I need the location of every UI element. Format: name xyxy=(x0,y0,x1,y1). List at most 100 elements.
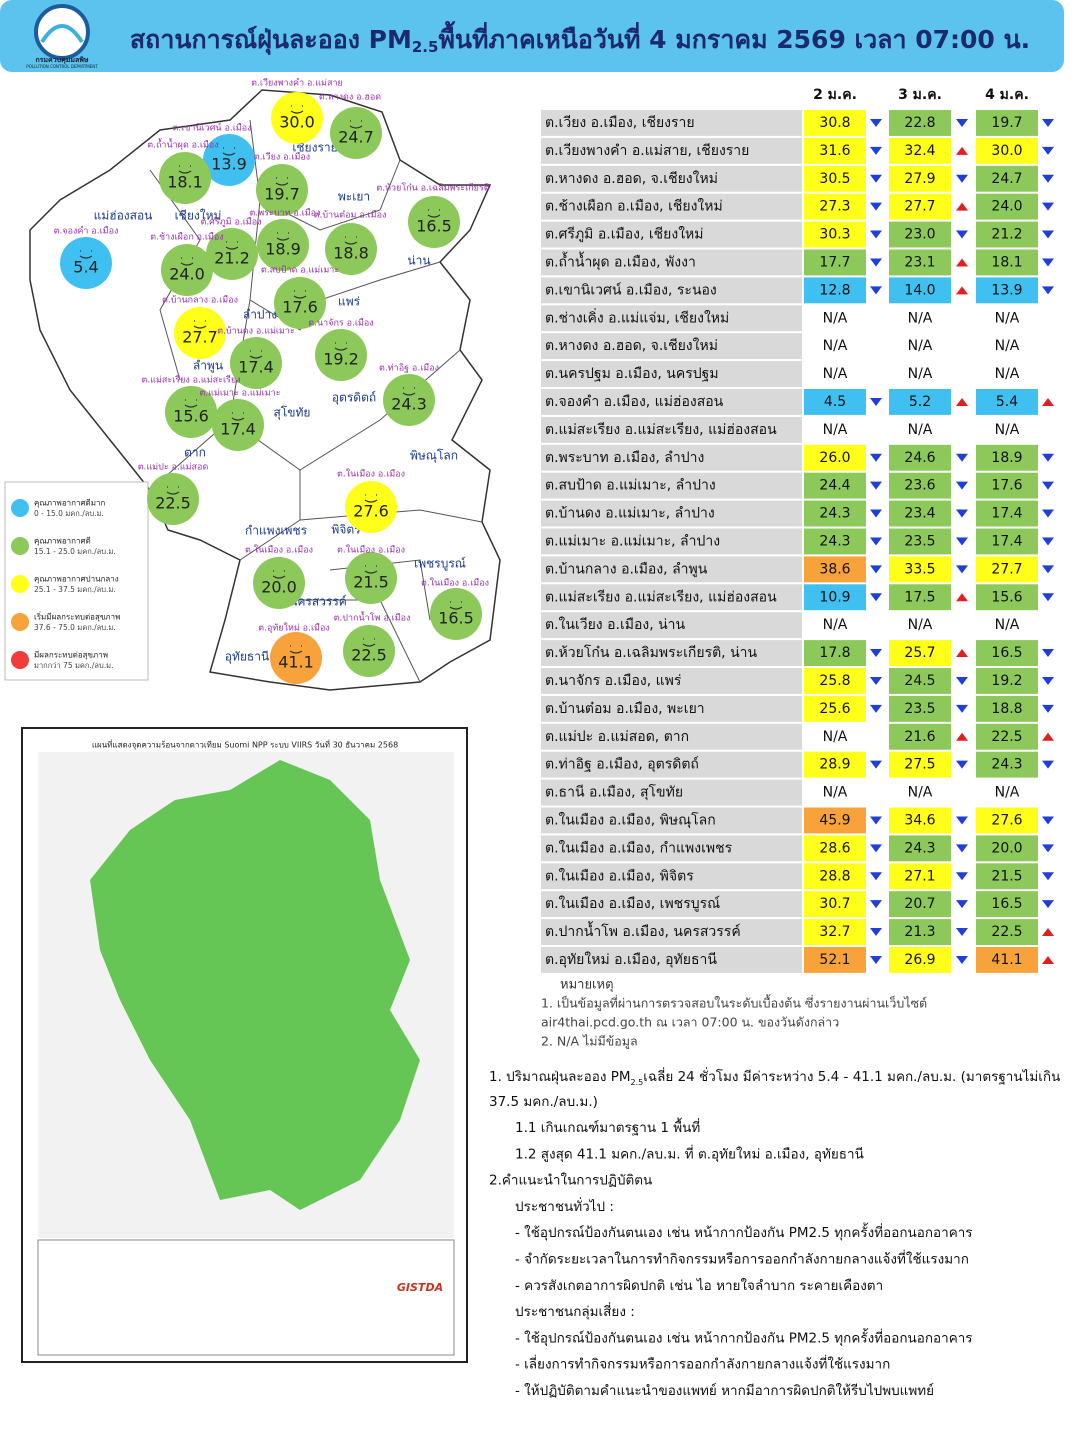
legend-swatch xyxy=(11,651,29,669)
trend-down xyxy=(956,537,968,546)
station-value: 19.2 xyxy=(323,350,359,369)
summary-line: - ควรสังเกตอาการผิดปกติ เช่น ไอ หายใจลำบ… xyxy=(515,1277,883,1294)
station-value: 30.0 xyxy=(279,113,315,132)
value-text: 21.2 xyxy=(991,227,1022,243)
value-text: 31.6 xyxy=(819,143,850,159)
station-value: 17.4 xyxy=(238,358,274,377)
station-name: ต.หางดง อ.ฮอด, จ.เชียงใหม่ xyxy=(545,337,718,354)
trend-down xyxy=(956,900,968,909)
trend-up xyxy=(956,286,968,295)
trend-down xyxy=(1042,481,1054,490)
value-cell xyxy=(976,919,1038,945)
value-text: 25.8 xyxy=(819,673,850,689)
summary-pre: 1. ปริมาณฝุ่นละออง PM xyxy=(489,1069,631,1085)
legend-range: 25.1 - 37.5 มคก./ลบ.ม. xyxy=(34,585,116,594)
value-text: 41.1 xyxy=(991,952,1022,968)
station-value: 27.7 xyxy=(182,328,218,347)
trend-down xyxy=(1042,286,1054,295)
station-bubble xyxy=(270,632,322,684)
station-name: ต.แม่ปะ อ.แม่สอด, ตาก xyxy=(545,729,689,745)
station-bubble xyxy=(257,219,309,271)
station-value: 24.3 xyxy=(391,395,427,414)
value-text: 30.3 xyxy=(819,227,850,243)
trend-down xyxy=(956,704,968,713)
station-label: ต.ช้างเผือก อ.เมือง xyxy=(150,232,223,243)
value-text: 27.1 xyxy=(904,868,935,884)
station-value: 17.6 xyxy=(282,298,318,317)
station-name: ต.แม่เมาะ อ.แม่เมาะ, ลำปาง xyxy=(545,533,720,549)
value-text: 33.5 xyxy=(904,561,935,577)
station-label: ต.แม่ปะ อ.แม่สอด xyxy=(138,463,209,473)
column-header: 3 ม.ค. xyxy=(898,87,942,103)
trend-down xyxy=(956,955,968,964)
value-text: N/A xyxy=(908,422,933,438)
station-value: 16.5 xyxy=(416,217,452,236)
notes-line: 1. เป็นข้อมูลที่ผ่านการตรวจสอบในระดับเบื… xyxy=(541,994,927,1012)
trend-up xyxy=(1042,397,1054,406)
station-name: ต.ท่าอิฐ อ.เมือง, อุตรดิตถ์ xyxy=(545,756,699,773)
value-text: 30.7 xyxy=(819,896,850,912)
trend-down xyxy=(870,900,882,909)
value-text: 25.6 xyxy=(819,701,850,717)
value-cell xyxy=(804,137,866,164)
value-cell xyxy=(976,249,1038,276)
value-cell xyxy=(804,919,866,945)
value-text: 18.1 xyxy=(991,254,1022,270)
value-cell xyxy=(889,668,951,694)
value-cell xyxy=(889,556,951,583)
station-name: ต.สบป้าด อ.แม่เมาะ, ลำปาง xyxy=(545,478,716,494)
value-cell xyxy=(804,751,866,778)
column-header: 2 ม.ค. xyxy=(813,87,857,103)
station-value: 41.1 xyxy=(278,653,314,672)
station-face xyxy=(402,387,416,396)
summary-sub: 2.5 xyxy=(631,1078,644,1087)
province-name: กำแพงเพชร xyxy=(245,524,308,538)
station-name: ต.พระบาท อ.เมือง, ลำปาง xyxy=(545,450,704,466)
value-text: 21.3 xyxy=(904,924,935,940)
value-text: 27.3 xyxy=(819,199,850,215)
value-text: 4.5 xyxy=(824,394,846,410)
value-cell xyxy=(804,668,866,694)
legend-swatch xyxy=(11,499,29,517)
value-text: 14.0 xyxy=(904,282,935,298)
trend-down xyxy=(870,676,882,685)
station-value: 5.4 xyxy=(73,258,98,277)
trend-up xyxy=(956,732,968,741)
station-label: ต.บ้านดง อ.แม่เมาะ xyxy=(217,326,295,337)
value-cell xyxy=(804,863,866,890)
value-text: N/A xyxy=(823,785,848,801)
station-face xyxy=(231,412,245,421)
row-label-bg xyxy=(541,193,802,220)
province-name: ลำพูน xyxy=(193,359,223,374)
province-name: ตาก xyxy=(184,446,206,460)
value-cell xyxy=(889,277,951,304)
station-face xyxy=(349,120,363,129)
station-value: 18.9 xyxy=(265,240,301,259)
station-face xyxy=(362,638,376,647)
value-text: 24.6 xyxy=(904,450,935,466)
station-name: ต.ในเมือง อ.เมือง, พิษณุโลก xyxy=(545,811,716,828)
trend-down xyxy=(870,397,882,406)
row-label-bg xyxy=(541,137,802,164)
station-bubble xyxy=(383,374,435,426)
station-face xyxy=(79,250,93,259)
province-name: พะเยา xyxy=(338,190,370,204)
value-text: 30.5 xyxy=(819,171,850,187)
summary-line: - ใช้อุปกรณ์ป้องกันตนเอง เช่น หน้ากากป้อ… xyxy=(515,1327,973,1346)
station-bubble xyxy=(165,386,217,438)
station-bubble xyxy=(430,588,482,640)
station-label: ต.เวียงพางคำ อ.แม่สาย xyxy=(251,78,343,89)
value-text: 17.4 xyxy=(991,533,1022,549)
title-pre: สถานการณ์ฝุ่นละออง PM xyxy=(130,25,412,56)
value-cell xyxy=(889,584,951,611)
row-label-bg xyxy=(541,807,802,834)
value-text: 24.4 xyxy=(819,478,850,494)
value-text: 27.5 xyxy=(904,757,935,773)
station-value: 15.6 xyxy=(173,407,209,426)
value-cell xyxy=(976,723,1038,750)
value-cell xyxy=(889,751,951,778)
station-name: ต.บ้านกลาง อ.เมือง, ลำพูน xyxy=(545,561,708,577)
row-label-bg xyxy=(541,751,802,778)
trend-down xyxy=(956,481,968,490)
